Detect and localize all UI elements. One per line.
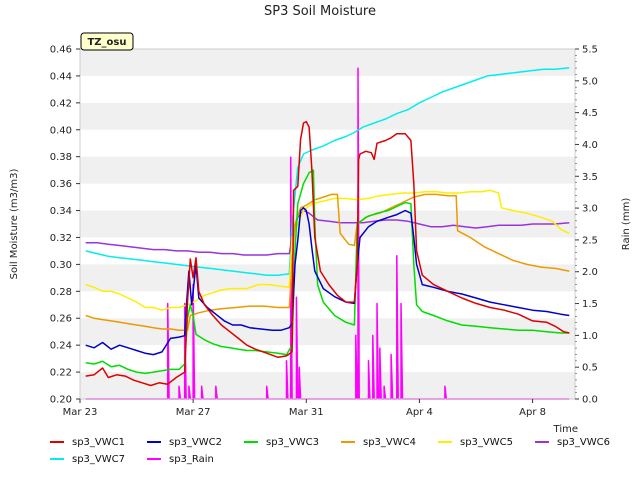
series-line-sp3-vwc4 [85,193,570,332]
series-layer [85,67,570,400]
y2-tick-label: 0.0 [582,395,598,406]
legend-swatch [50,458,64,460]
y-tick-label: 0.42 [50,98,72,109]
legend-item-sp3-vwc2: sp3_VWC2 [147,434,222,450]
series-line-sp3-vwc1 [85,120,570,387]
y-axis-title: Soil Moisture (m3/m3) [9,169,20,280]
series-line-sp3-vwc3 [85,169,570,375]
legend-swatch [147,458,161,460]
y2-tick-label: 5.5 [582,45,598,56]
x-tick-label: Apr 8 [519,407,546,418]
legend-item-sp3-rain: sp3_Rain [147,451,214,467]
chart-title: SP3 Soil Moisture [264,4,376,19]
grid-band [80,318,575,346]
legend-label: sp3_VWC7 [72,453,125,465]
plot-background-bands [80,49,575,399]
legend-swatch [438,441,452,443]
y2-tick-label: 1.0 [582,331,598,342]
y2-tick-label: 2.0 [582,267,598,278]
legend-item-sp3-vwc4: sp3_VWC4 [341,434,416,450]
legend-item-sp3-vwc3: sp3_VWC3 [244,434,319,450]
y-axis-right: 0.0 0.5 1.0 1.5 2.0 2.5 3.0 3.5 4.0 4.5 5.0 5.5 [575,45,598,406]
grid-band [80,372,575,399]
y-tick-label: 0.32 [50,233,72,244]
x-axis: Mar 23 Mar 27 Mar 31 Apr 4 Apr 8 [63,399,546,418]
y2-tick-label: 2.5 [582,235,598,246]
station-badge: TZ_osu [80,32,134,51]
grid-band [80,49,575,76]
legend-swatch [50,441,64,443]
y-tick-label: 0.30 [50,260,72,271]
x-tick-label: Mar 23 [63,407,98,418]
y-tick-label: 0.46 [50,45,72,56]
grid-band [80,264,575,292]
y2-tick-label: 3.0 [582,204,598,215]
legend-label: sp3_VWC5 [460,436,513,448]
y-tick-label: 0.24 [50,341,72,352]
legend-item-sp3-vwc7: sp3_VWC7 [50,451,125,467]
legend-swatch [535,441,549,443]
x-tick-label: Mar 31 [289,407,324,418]
y-tick-label: 0.28 [50,287,72,298]
legend-label: sp3_Rain [169,453,214,465]
grid-band [80,210,575,238]
legend-label: sp3_VWC1 [72,436,125,448]
plot-frame [79,48,576,400]
y2-tick-label: 3.5 [582,172,598,183]
y-tick-label: 0.44 [50,71,72,82]
legend-item-sp3-vwc5: sp3_VWC5 [438,434,513,450]
legend-label: sp3_VWC4 [363,436,416,448]
legend-label: sp3_VWC2 [169,436,222,448]
legend-label: sp3_VWC6 [557,436,610,448]
grid-band [80,102,575,130]
chart-legend: sp3_VWC1 sp3_VWC2 sp3_VWC3 sp3_VWC4 sp3_VWC5… [50,434,630,474]
x-axis-title: Time [553,424,578,435]
x-tick-label: Mar 27 [176,407,211,418]
legend-swatch [244,441,258,443]
y2-tick-label: 1.5 [582,299,598,310]
x-tick-label: Apr 4 [406,407,433,418]
legend-item-sp3-vwc6: sp3_VWC6 [535,434,610,450]
series-line-sp3-vwc7 [85,67,570,276]
y2-axis-title: Rain (mm) [621,198,632,251]
grid-band [80,156,575,184]
y-tick-label: 0.38 [50,152,72,163]
legend-label: sp3_VWC3 [266,436,319,448]
y-tick-label: 0.40 [50,125,72,136]
legend-swatch [147,441,161,443]
series-line-sp3-vwc2 [85,207,570,356]
legend-item-sp3-vwc1: sp3_VWC1 [50,434,125,450]
y2-tick-label: 0.5 [582,363,598,374]
y-tick-label: 0.34 [50,206,72,217]
y-axis-left: 0.20 0.22 0.24 0.26 0.28 0.30 0.32 0.34 0.36 0.38… [50,45,80,406]
y2-tick-label: 4.0 [582,140,598,151]
y-tick-label: 0.36 [50,179,72,190]
y2-tick-label: 5.0 [582,76,598,87]
y-tick-label: 0.26 [50,314,72,325]
series-line-sp3-rain [85,67,570,400]
y2-tick-label: 4.5 [582,108,598,119]
station-badge-label: TZ_osu [87,37,126,48]
y-tick-label: 0.20 [50,395,72,406]
y-tick-label: 0.22 [50,368,72,379]
legend-swatch [341,441,355,443]
